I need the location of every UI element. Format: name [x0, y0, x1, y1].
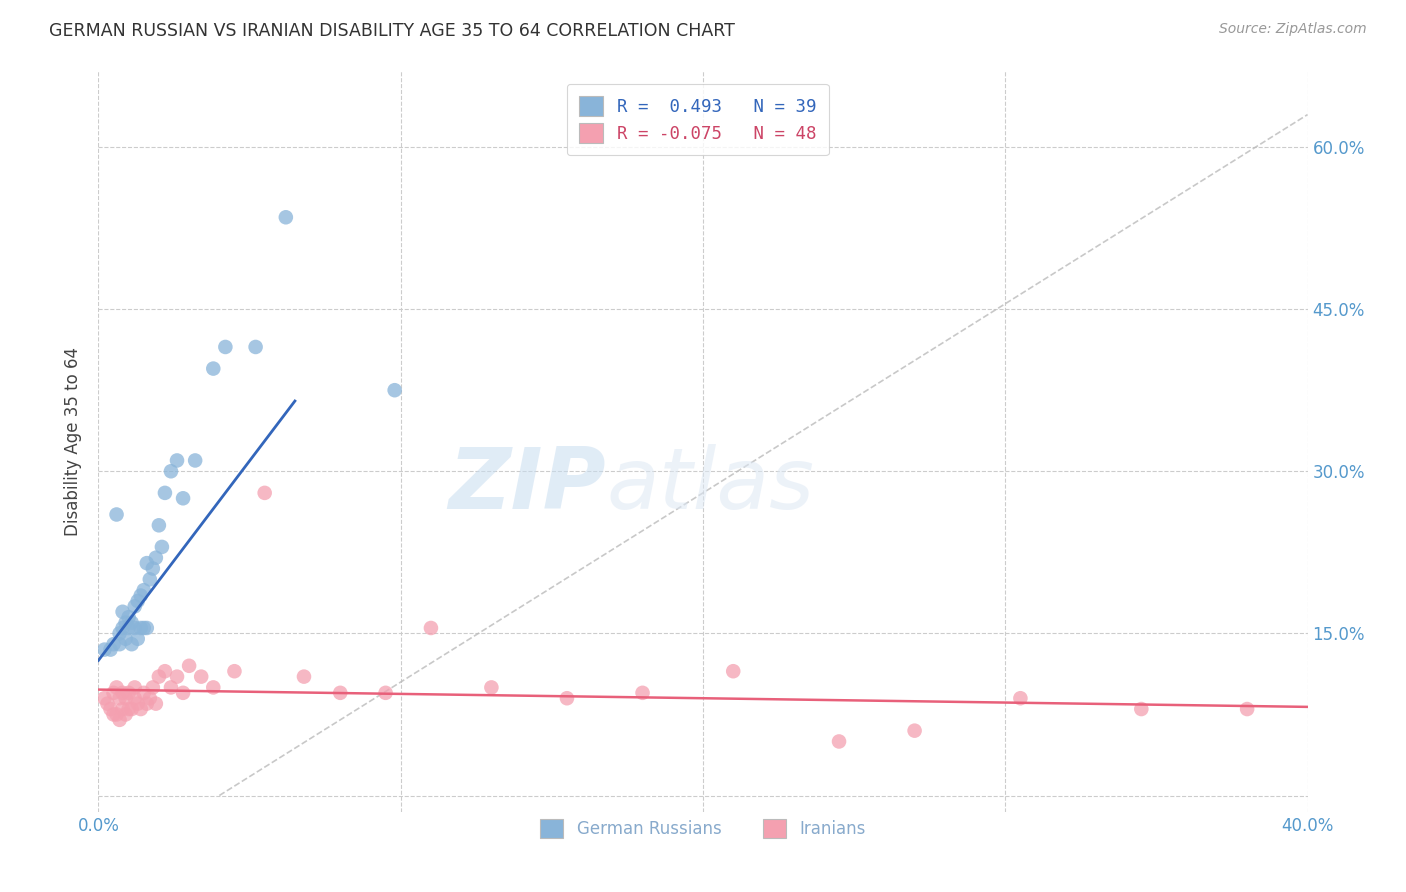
Point	[153, 664, 176, 678]
Y-axis label: Disability Age 35 to 64: Disability Age 35 to 64	[65, 347, 83, 536]
Point	[132, 621, 155, 635]
Point	[108, 713, 131, 727]
Point	[108, 691, 131, 706]
Point	[103, 637, 125, 651]
Point	[904, 723, 927, 738]
Text: ZIP: ZIP	[449, 444, 606, 527]
Point	[100, 702, 122, 716]
Point	[118, 702, 141, 716]
Point	[132, 583, 155, 598]
Point	[129, 589, 152, 603]
Point	[129, 702, 152, 716]
Point	[148, 518, 170, 533]
Point	[135, 556, 157, 570]
Point	[121, 637, 143, 651]
Point	[111, 702, 134, 716]
Point	[274, 211, 297, 225]
Point	[142, 561, 165, 575]
Point	[245, 340, 267, 354]
Point	[121, 702, 143, 716]
Point	[124, 621, 146, 635]
Point	[420, 621, 443, 635]
Point	[132, 686, 155, 700]
Point	[172, 491, 194, 506]
Point	[224, 664, 246, 678]
Legend: German Russians, Iranians: German Russians, Iranians	[530, 808, 876, 847]
Point	[202, 361, 225, 376]
Point	[114, 691, 136, 706]
Point	[142, 681, 165, 695]
Point	[118, 686, 141, 700]
Text: atlas: atlas	[606, 444, 814, 527]
Point	[828, 734, 851, 748]
Point	[118, 621, 141, 635]
Point	[166, 670, 188, 684]
Point	[105, 508, 128, 522]
Point	[166, 453, 188, 467]
Point	[190, 670, 212, 684]
Point	[135, 621, 157, 635]
Point	[292, 670, 315, 684]
Point	[139, 691, 162, 706]
Point	[384, 383, 406, 397]
Point	[127, 594, 149, 608]
Point	[135, 697, 157, 711]
Point	[723, 664, 745, 678]
Point	[148, 670, 170, 684]
Point	[631, 686, 654, 700]
Point	[103, 707, 125, 722]
Point	[1236, 702, 1258, 716]
Point	[124, 681, 146, 695]
Point	[179, 658, 201, 673]
Point	[111, 686, 134, 700]
Point	[124, 691, 146, 706]
Point	[145, 550, 167, 565]
Point	[114, 615, 136, 630]
Point	[129, 621, 152, 635]
Point	[160, 681, 183, 695]
Text: GERMAN RUSSIAN VS IRANIAN DISABILITY AGE 35 TO 64 CORRELATION CHART: GERMAN RUSSIAN VS IRANIAN DISABILITY AGE…	[49, 22, 735, 40]
Point	[153, 486, 176, 500]
Point	[105, 681, 128, 695]
Point	[160, 464, 183, 478]
Point	[214, 340, 236, 354]
Point	[96, 697, 118, 711]
Point	[127, 632, 149, 646]
Point	[145, 697, 167, 711]
Point	[555, 691, 578, 706]
Point	[127, 697, 149, 711]
Point	[172, 686, 194, 700]
Point	[93, 691, 115, 706]
Point	[1130, 702, 1153, 716]
Point	[184, 453, 207, 467]
Point	[118, 610, 141, 624]
Point	[1010, 691, 1032, 706]
Point	[124, 599, 146, 614]
Point	[114, 632, 136, 646]
Point	[139, 572, 162, 586]
Point	[111, 621, 134, 635]
Point	[253, 486, 276, 500]
Point	[121, 615, 143, 630]
Point	[202, 681, 225, 695]
Point	[108, 626, 131, 640]
Point	[108, 637, 131, 651]
Point	[481, 681, 503, 695]
Point	[111, 605, 134, 619]
Point	[114, 707, 136, 722]
Point	[103, 686, 125, 700]
Point	[100, 642, 122, 657]
Point	[93, 642, 115, 657]
Point	[105, 707, 128, 722]
Point	[374, 686, 396, 700]
Point	[150, 540, 173, 554]
Point	[329, 686, 352, 700]
Text: Source: ZipAtlas.com: Source: ZipAtlas.com	[1219, 22, 1367, 37]
